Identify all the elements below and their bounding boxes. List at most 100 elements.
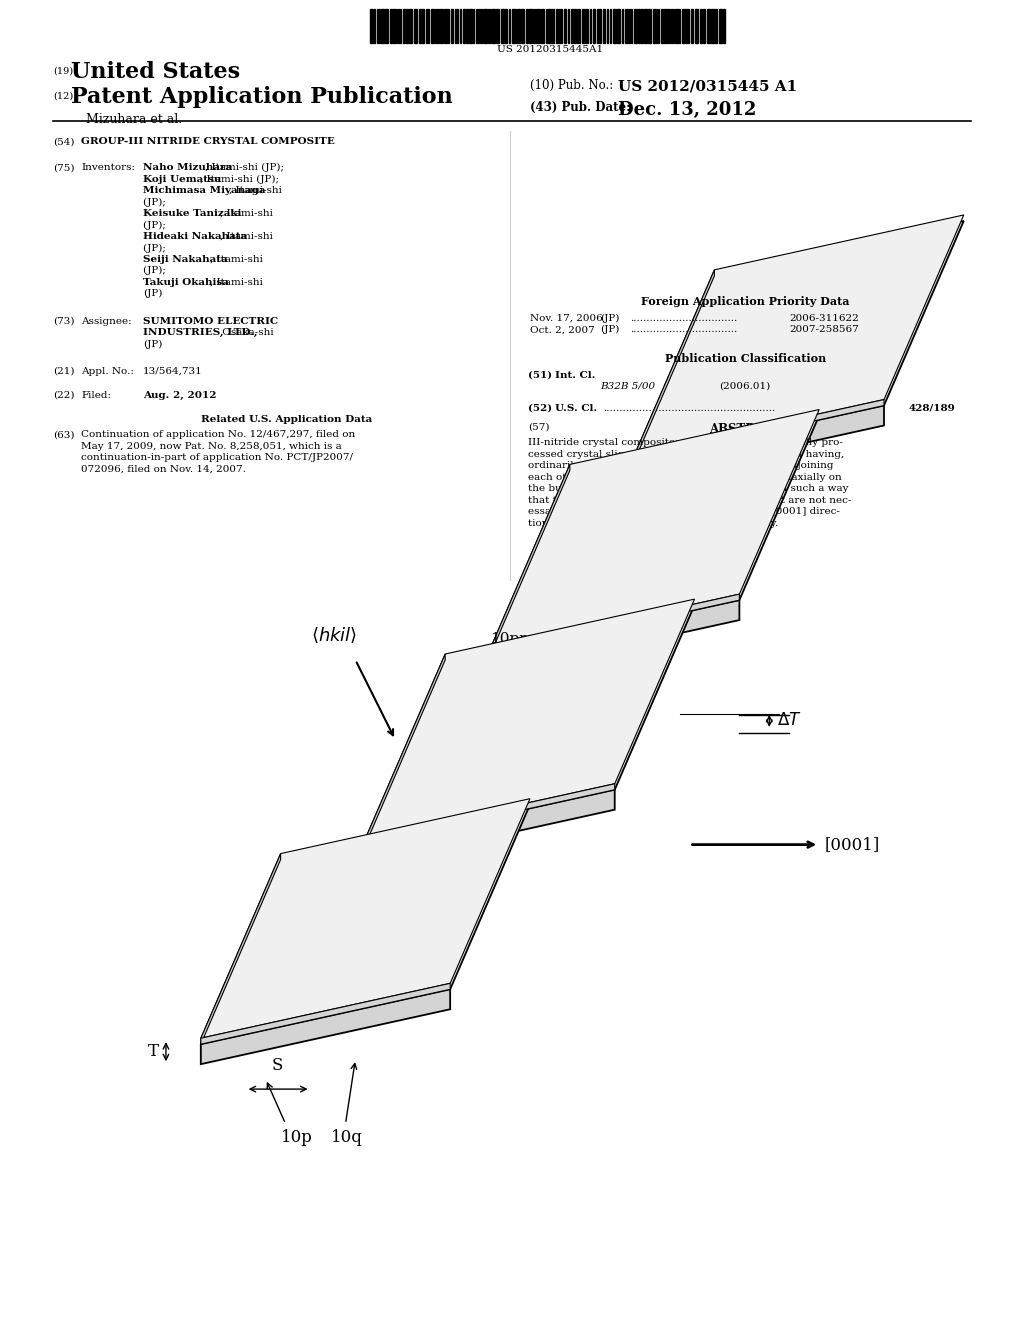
Bar [440, 9, 442, 44]
Text: Aug. 2, 2012: Aug. 2, 2012 [143, 391, 216, 400]
Bar [593, 9, 595, 44]
Bar [703, 9, 706, 44]
Polygon shape [490, 601, 739, 675]
Text: Inventors:: Inventors: [81, 164, 135, 172]
Text: Filed:: Filed: [81, 391, 112, 400]
Bar [690, 9, 692, 44]
Bar [415, 9, 417, 44]
Text: T: T [148, 1043, 159, 1060]
Bar [708, 9, 711, 44]
Text: (51): (51) [528, 371, 552, 380]
Bar [445, 9, 447, 44]
Bar [667, 9, 669, 44]
Text: US 20120315445A1: US 20120315445A1 [497, 45, 603, 54]
Bar [564, 9, 566, 44]
Text: 072096, filed on Nov. 14, 2007.: 072096, filed on Nov. 14, 2007. [81, 465, 246, 474]
Text: (73): (73) [53, 317, 75, 326]
Text: the bulk-crystal slices. The slices are arranged in such a way: the bulk-crystal slices. The slices are … [528, 484, 849, 494]
Text: (JP): (JP) [600, 325, 620, 334]
Bar [641, 9, 643, 44]
Text: (63): (63) [53, 430, 75, 440]
Bar [570, 9, 572, 44]
Bar [548, 9, 551, 44]
Text: (JP);: (JP); [143, 243, 169, 252]
Bar [529, 9, 531, 44]
Bar [390, 9, 392, 44]
Bar [603, 9, 605, 44]
Bar [556, 9, 558, 44]
Text: , Itami-shi: , Itami-shi [210, 277, 263, 286]
Bar [712, 9, 715, 44]
Text: Osaka-shi: Osaka-shi [219, 329, 274, 337]
Bar [542, 9, 544, 44]
Text: $\Delta T$: $\Delta T$ [777, 713, 802, 730]
Polygon shape [635, 215, 964, 454]
Bar [682, 9, 684, 44]
Text: (JP): (JP) [600, 314, 620, 323]
Bar [512, 9, 515, 44]
Text: Foreign Application Priority Data: Foreign Application Priority Data [641, 296, 850, 306]
Text: (22): (22) [53, 391, 75, 400]
Bar [385, 9, 388, 44]
Text: 10p: 10p [281, 1129, 312, 1146]
Bar [393, 9, 395, 44]
Text: (57): (57) [528, 422, 550, 432]
Text: 10pm: 10pm [490, 632, 534, 645]
Bar [493, 9, 495, 44]
Text: 13/564,731: 13/564,731 [143, 367, 203, 376]
Text: (52): (52) [528, 404, 552, 413]
Text: 2006-311622: 2006-311622 [790, 314, 859, 322]
Text: U.S. Cl.: U.S. Cl. [555, 404, 597, 413]
Bar [664, 9, 666, 44]
Text: , Itami-shi: , Itami-shi [210, 255, 263, 264]
Polygon shape [635, 276, 715, 480]
Text: Hideaki Nakahata: Hideaki Nakahata [143, 232, 247, 242]
Text: (JP);: (JP); [143, 220, 169, 230]
Text: $\langle hkil \rangle$: $\langle hkil \rangle$ [310, 626, 356, 645]
Text: Keisuke Tanizaki: Keisuke Tanizaki [143, 209, 242, 218]
Text: Seiji Nakahata: Seiji Nakahata [143, 255, 227, 264]
Polygon shape [490, 416, 819, 655]
Text: Dec. 13, 2012: Dec. 13, 2012 [617, 102, 756, 119]
Text: , Itami-shi: , Itami-shi [229, 186, 282, 195]
Text: , Itami-shi: , Itami-shi [219, 232, 272, 242]
Text: GROUP-III NITRIDE CRYSTAL COMPOSITE: GROUP-III NITRIDE CRYSTAL COMPOSITE [81, 137, 335, 147]
Text: Patent Application Publication: Patent Application Publication [72, 86, 453, 108]
Polygon shape [366, 789, 614, 865]
Text: each other sideways, and of III-nitride crystal epitaxially on: each other sideways, and of III-nitride … [528, 473, 842, 482]
Text: Continuation of application No. 12/467,297, filed on: Continuation of application No. 12/467,2… [81, 430, 355, 440]
Bar [410, 9, 413, 44]
Text: tions in the slices are oriented in the same way.: tions in the slices are oriented in the … [528, 519, 778, 528]
Bar [452, 9, 454, 44]
Text: S: S [272, 1057, 284, 1074]
Bar [403, 9, 406, 44]
Text: [0001]: [0001] [824, 836, 880, 853]
Text: essarily flush with each other, and so that the [0001] direc-: essarily flush with each other, and so t… [528, 507, 840, 516]
Text: Related U.S. Application Data: Related U.S. Application Data [201, 414, 373, 424]
Bar [469, 9, 472, 44]
Polygon shape [201, 983, 451, 1044]
Text: Mizuhara et al.: Mizuhara et al. [86, 114, 182, 127]
Text: .................................: ................................. [630, 314, 737, 322]
Text: ABSTRACT: ABSTRACT [709, 422, 782, 436]
Polygon shape [366, 653, 445, 845]
Text: Oct. 2, 2007: Oct. 2, 2007 [530, 325, 595, 334]
Text: (10) Pub. No.:: (10) Pub. No.: [530, 79, 613, 92]
Text: Michimasa Miyanaga: Michimasa Miyanaga [143, 186, 265, 195]
Bar [419, 9, 421, 44]
Text: that their major surfaces parallel each other, but are not nec-: that their major surfaces parallel each … [528, 496, 851, 504]
Text: Naho Mizuhara: Naho Mizuhara [143, 164, 232, 172]
Text: .................................: ................................. [630, 325, 737, 334]
Text: (75): (75) [53, 164, 75, 172]
Polygon shape [201, 805, 530, 1044]
Polygon shape [635, 405, 884, 480]
Polygon shape [366, 784, 614, 845]
Polygon shape [201, 854, 281, 1044]
Bar [716, 9, 718, 44]
Text: Publication Classification: Publication Classification [665, 352, 826, 363]
Text: (19): (19) [53, 66, 74, 75]
Text: Assignee:: Assignee: [81, 317, 132, 326]
Text: (2006.01): (2006.01) [720, 381, 771, 391]
Bar [599, 9, 601, 44]
Polygon shape [635, 269, 715, 461]
